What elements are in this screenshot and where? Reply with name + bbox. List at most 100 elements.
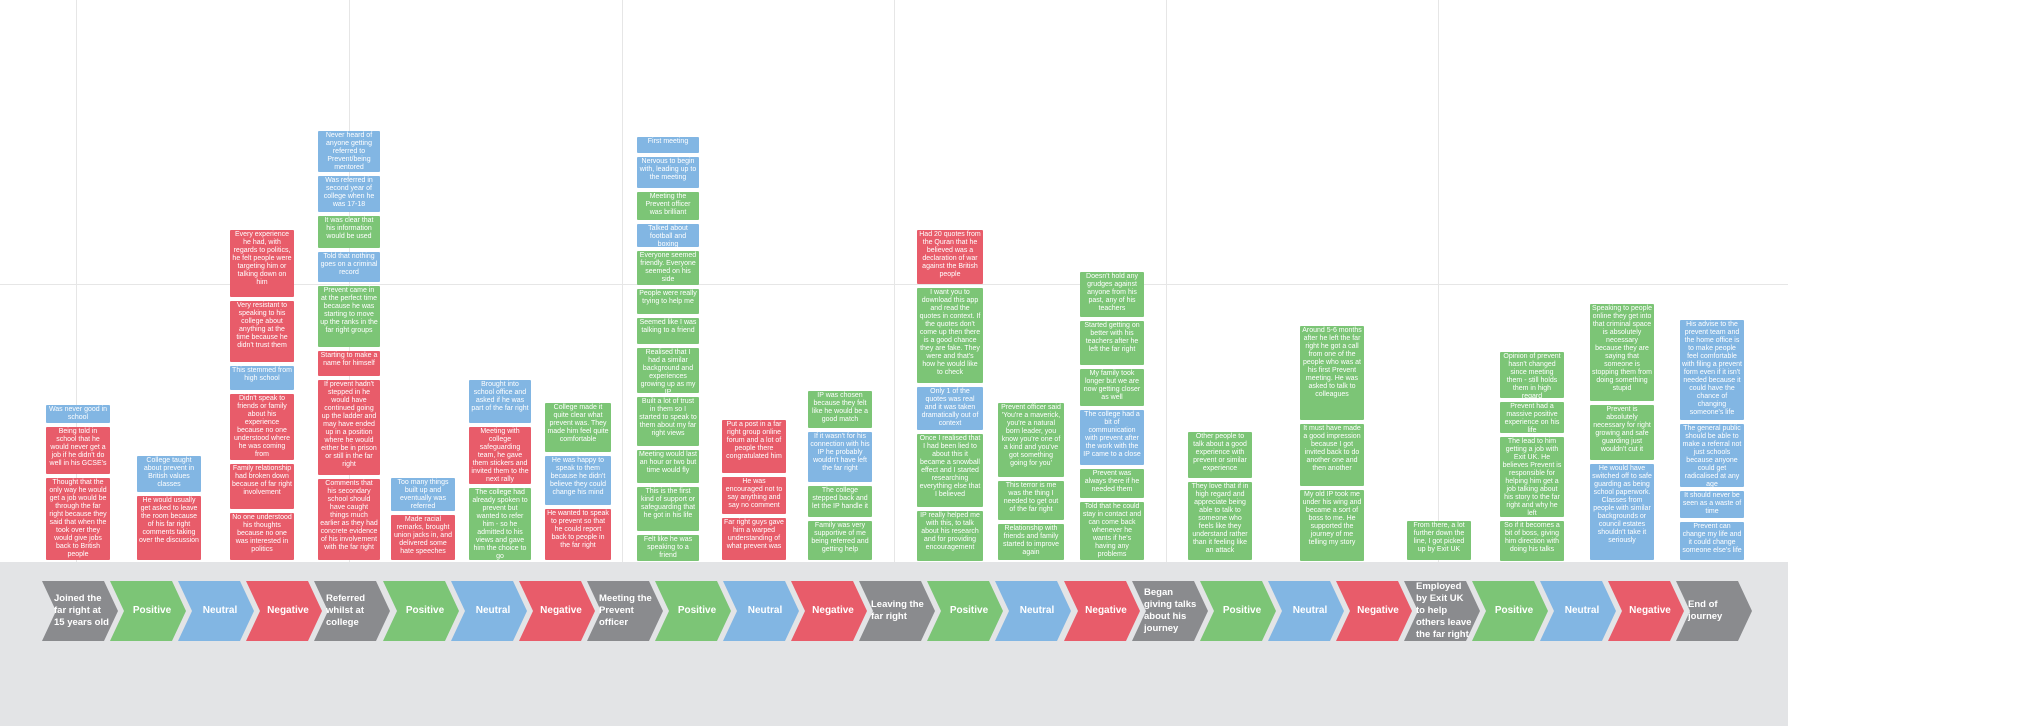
chevron-arrow-icon xyxy=(1268,581,1344,641)
sentiment-label: Positive xyxy=(949,605,989,616)
quote-card: Prevent is absolutely necessary for righ… xyxy=(1590,405,1654,460)
chevron-shape xyxy=(1132,581,1208,641)
chevron-arrow-icon xyxy=(451,581,527,641)
quote-card: People were really trying to help me xyxy=(637,289,699,314)
quote-card: Being told in school that he would never… xyxy=(46,427,110,474)
quote-card: Other people to talk about a good experi… xyxy=(1188,432,1252,478)
quote-card: Far right guys gave him a warped underst… xyxy=(722,518,786,560)
chevron-arrow-icon xyxy=(1540,581,1616,641)
stage-step: Employed by Exit UK to help others leave… xyxy=(1404,581,1480,641)
chevron-arrow-icon xyxy=(1132,581,1208,641)
quote-card: Felt like he was speaking to a friend xyxy=(637,535,699,561)
quote-card: My family took longer but we are now get… xyxy=(1080,369,1144,406)
quote-card: Only 1 of the quotes was real and it was… xyxy=(917,387,983,430)
grid-line xyxy=(1438,0,1439,562)
positive-step: Positive xyxy=(927,581,1003,641)
quote-card: Family was very supportive of me being r… xyxy=(808,521,872,560)
grid-line xyxy=(894,0,895,562)
quote-card: Built a lot of trust in them so I starte… xyxy=(637,397,699,446)
quote-card: No one understood his thoughts because n… xyxy=(230,513,294,560)
quote-card: This stemmed from high school xyxy=(230,366,294,390)
quote-card: Prevent had a massive positive experienc… xyxy=(1500,402,1564,433)
stage-label: End of journey xyxy=(1688,599,1723,622)
stage-label: Leaving the far right xyxy=(871,599,924,622)
chevron-arrow-icon xyxy=(1200,581,1276,641)
quote-card: It was clear that his information would … xyxy=(318,216,380,248)
quote-card: Was never good in school xyxy=(46,405,110,423)
negative-step: Negative xyxy=(1064,581,1140,641)
quote-card: Too many things built up and eventually … xyxy=(391,478,455,511)
stage-step: Joined the far right at 15 years old xyxy=(42,581,118,641)
neutral-step: Neutral xyxy=(1540,581,1616,641)
quote-card: Comments that his secondary school shoul… xyxy=(318,479,380,560)
quote-card: Realised that I had a similar background… xyxy=(637,348,699,393)
quote-card: His advise to the prevent team and the h… xyxy=(1680,320,1744,420)
quote-card: I want you to download this app and read… xyxy=(917,288,983,383)
sentiment-label: Neutral xyxy=(1292,605,1328,616)
quote-card: Told that he could stay in contact and c… xyxy=(1080,502,1144,560)
chevron-arrow-icon xyxy=(1472,581,1548,641)
quote-card: Put a post in a far right group online f… xyxy=(722,420,786,473)
chevron-arrow-icon xyxy=(383,581,459,641)
quote-card: IP really helped me with this, to talk a… xyxy=(917,511,983,561)
neutral-step: Neutral xyxy=(723,581,799,641)
quote-card: Seemed like I was talking to a friend xyxy=(637,318,699,344)
sentiment-label: Negative xyxy=(1085,605,1127,616)
quote-card: Told that nothing goes on a criminal rec… xyxy=(318,252,380,282)
quote-card: He was encouraged not to say anything an… xyxy=(722,477,786,514)
stage-step: Meeting the Prevent officer xyxy=(587,581,663,641)
chevron-shape xyxy=(655,581,731,641)
quote-card: It should never be seen as a waste of ti… xyxy=(1680,491,1744,518)
chevron-shape xyxy=(995,581,1071,641)
neutral-step: Neutral xyxy=(995,581,1071,641)
quote-card: From there, a lot further down the line,… xyxy=(1407,521,1471,560)
quote-card: Made racial remarks, brought union jacks… xyxy=(391,515,455,560)
quote-card: My old IP took me under his wing and bec… xyxy=(1300,490,1364,561)
sentiment-label: Negative xyxy=(540,605,582,616)
chevron-shape xyxy=(1336,581,1412,641)
chevron-shape xyxy=(246,581,322,641)
chevron-shape xyxy=(314,581,390,641)
sentiment-label: Neutral xyxy=(1564,605,1600,616)
quote-card: They love that if in high regard and app… xyxy=(1188,482,1252,560)
chevron-arrow-icon xyxy=(519,581,595,641)
positive-step: Positive xyxy=(1472,581,1548,641)
negative-step: Negative xyxy=(246,581,322,641)
positive-step: Positive xyxy=(655,581,731,641)
quote-card: He would usually get asked to leave the … xyxy=(137,496,201,560)
quote-card: Started getting on better with his teach… xyxy=(1080,321,1144,365)
chevron-shape xyxy=(42,581,118,641)
chevron-arrow-icon xyxy=(859,581,935,641)
quote-card: Everyone seemed friendly. Everyone seeme… xyxy=(637,251,699,285)
chevron-arrow-icon xyxy=(791,581,867,641)
chevron-shape xyxy=(1268,581,1344,641)
chevron-arrow-icon xyxy=(995,581,1071,641)
sentiment-label: Positive xyxy=(1222,605,1262,616)
chevron-shape xyxy=(1676,581,1752,641)
quote-card: Had 20 quotes from the Quran that he bel… xyxy=(917,230,983,284)
chevron-arrow-icon xyxy=(1064,581,1140,641)
neutral-step: Neutral xyxy=(451,581,527,641)
chevron-arrow-icon xyxy=(655,581,731,641)
sentiment-label: Negative xyxy=(267,605,309,616)
chevron-shape xyxy=(587,581,663,641)
sentiment-label: Neutral xyxy=(747,605,783,616)
neutral-step: Neutral xyxy=(1268,581,1344,641)
quote-card: Talked about football and boxing xyxy=(637,224,699,247)
sentiment-label: Negative xyxy=(1629,605,1671,616)
grid-line xyxy=(0,284,1788,285)
quote-card: Didn't speak to friends or family about … xyxy=(230,394,294,460)
chevron-shape xyxy=(791,581,867,641)
sentiment-label: Positive xyxy=(132,605,172,616)
chevron-arrow-icon xyxy=(314,581,390,641)
stage-label: Meeting the Prevent officer xyxy=(599,593,652,628)
chevron-shape xyxy=(451,581,527,641)
stage-label: Referred whilst at college xyxy=(326,593,366,628)
chevron-shape xyxy=(110,581,186,641)
quote-card: Opinion of prevent hasn't changed since … xyxy=(1500,352,1564,398)
chevron-shape xyxy=(723,581,799,641)
positive-step: Positive xyxy=(383,581,459,641)
timeline-canvas: Was never good in school Being told in sc… xyxy=(0,0,1788,726)
quote-card: Speaking to people online they get into … xyxy=(1590,304,1654,401)
stage-step: Began giving talks about his journey xyxy=(1132,581,1208,641)
